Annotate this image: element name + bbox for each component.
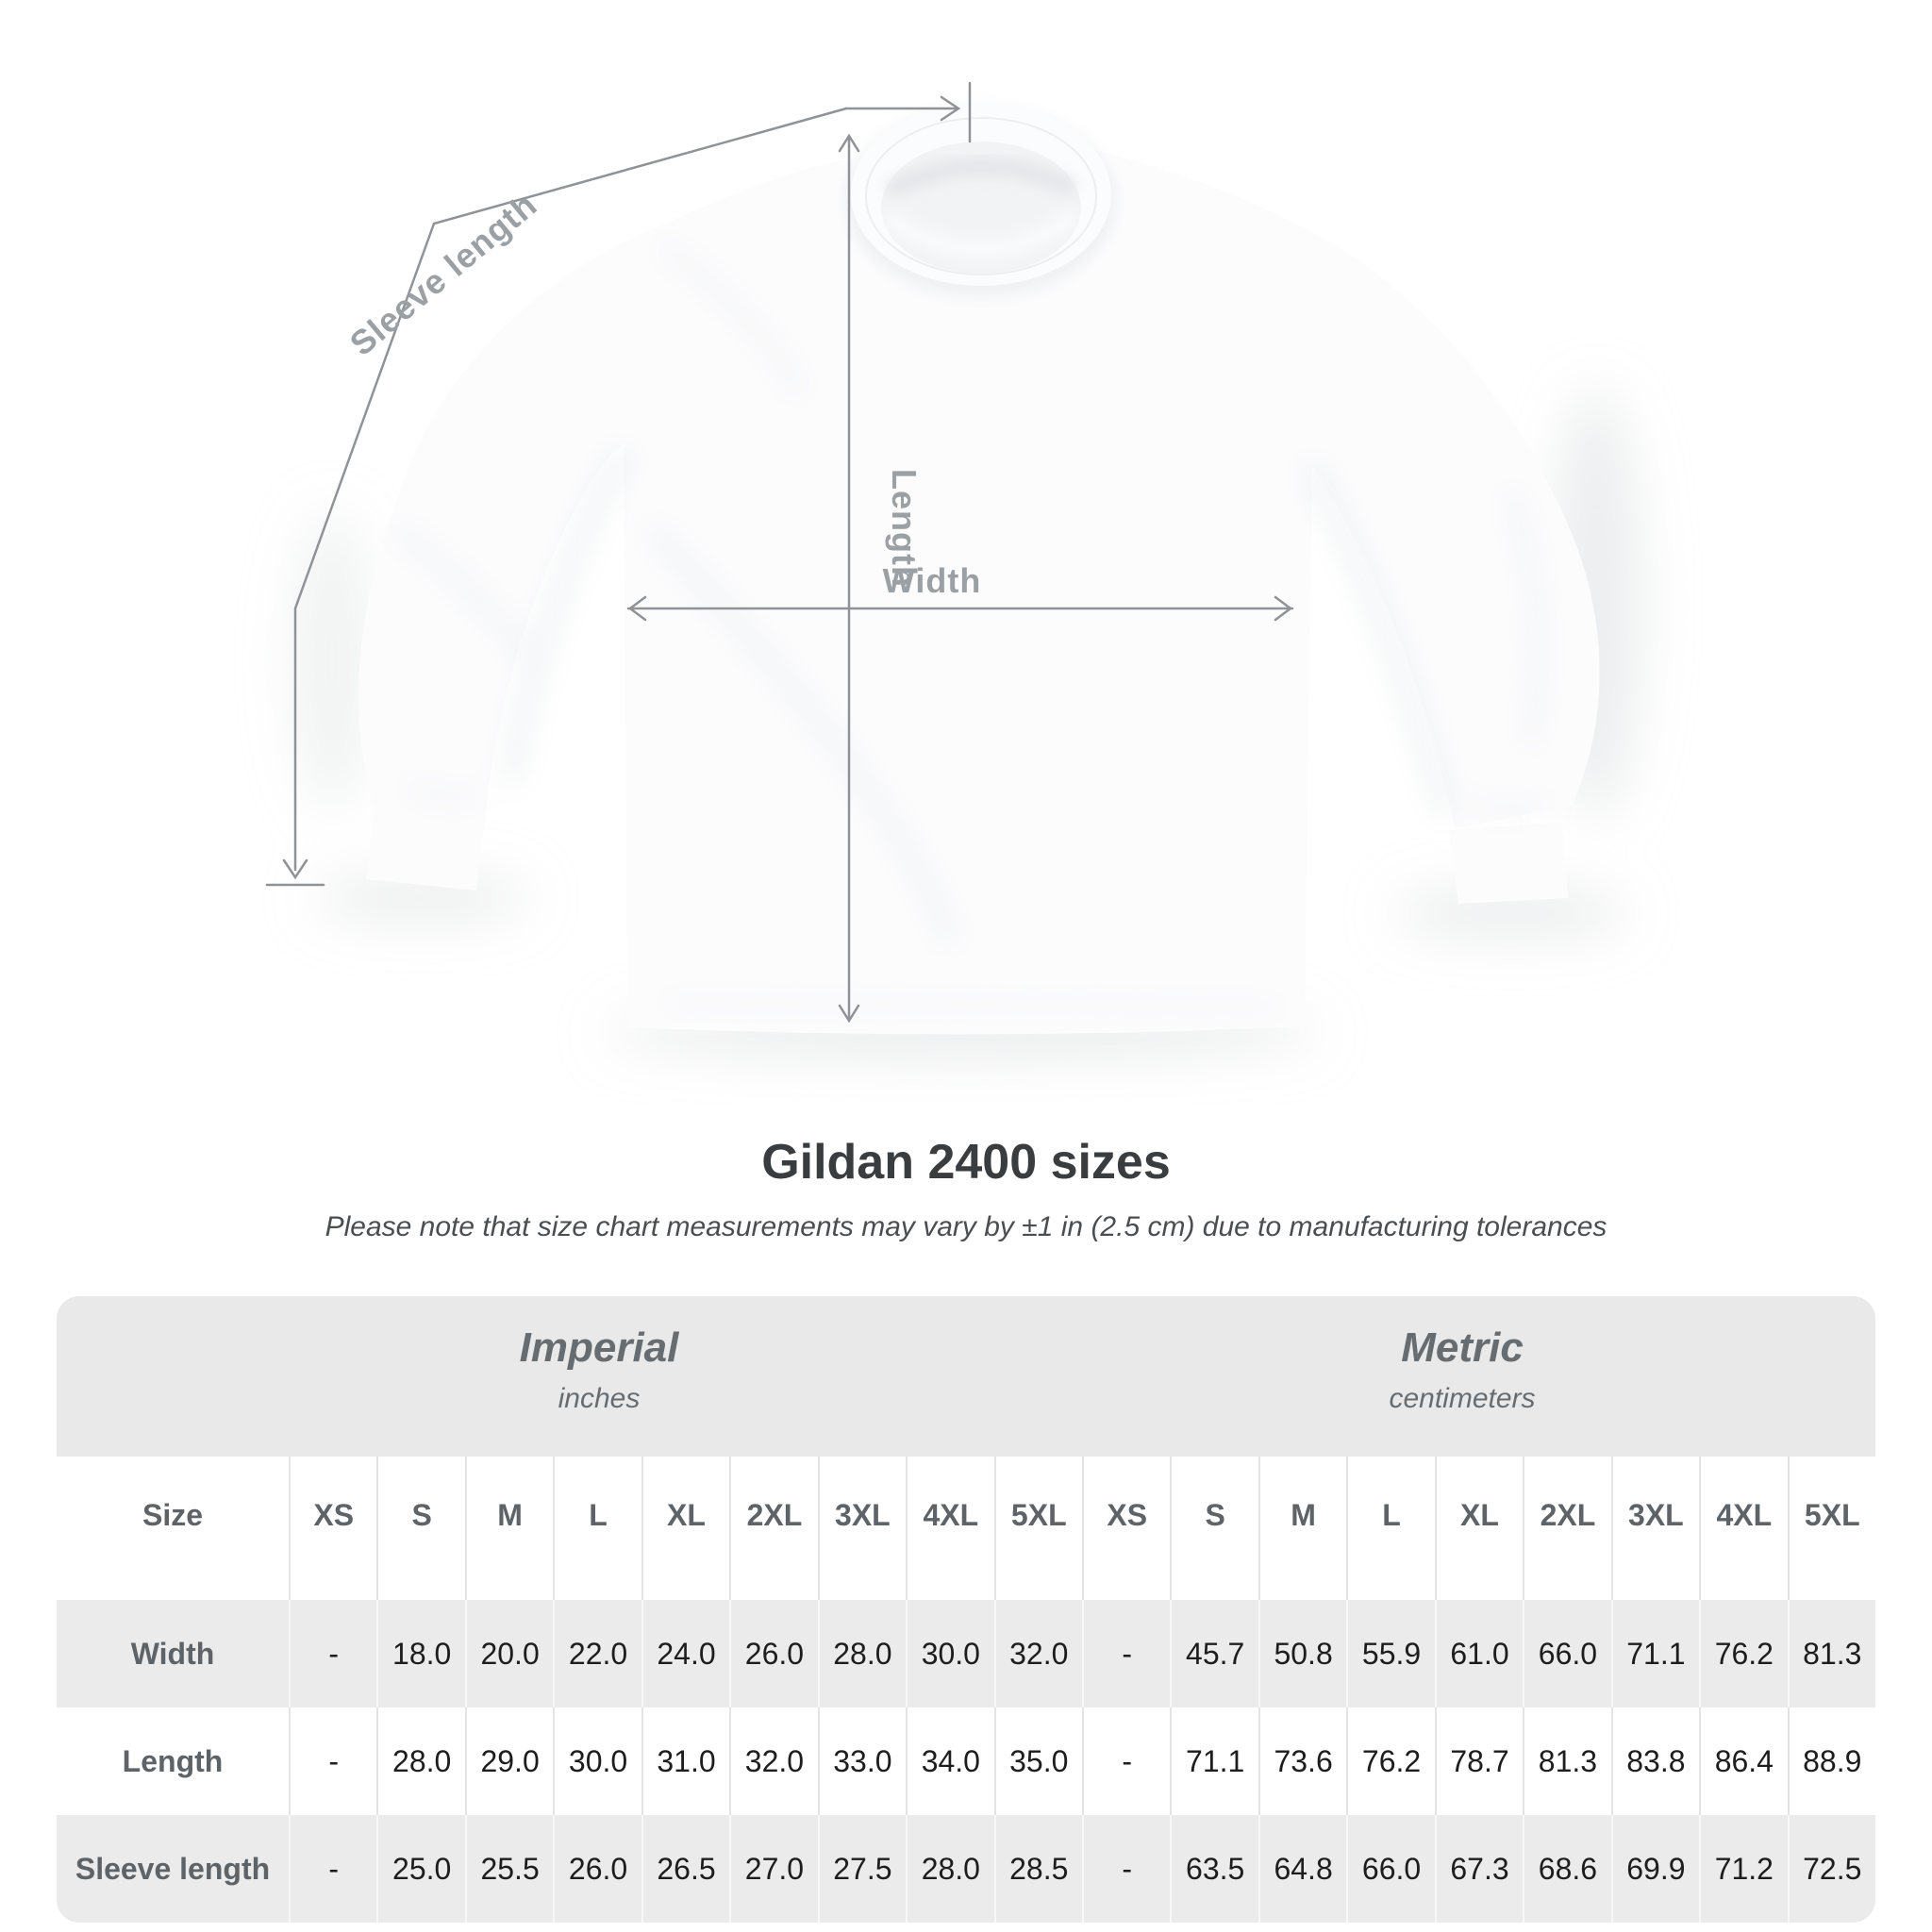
metric-unit-label: centimeters (1389, 1383, 1536, 1414)
shirt-illustration: Sleeve length Length Width (265, 81, 1643, 1057)
column-header-imperial-xl: XL (641, 1457, 730, 1600)
table-cell: - (289, 1815, 377, 1923)
column-header-metric-5xl: 5XL (1787, 1457, 1875, 1600)
shirt-collar (847, 103, 1115, 296)
imperial-group-header: Imperial inches (520, 1296, 679, 1415)
table-cell: 28.0 (817, 1600, 907, 1707)
table-cell: - (289, 1600, 377, 1707)
table-cell: 30.0 (553, 1707, 641, 1815)
table-cell: 68.6 (1523, 1815, 1611, 1923)
table-cell: 28.0 (906, 1815, 994, 1923)
metric-group-header: Metric centimeters (1389, 1296, 1535, 1415)
table-cell: 64.8 (1257, 1815, 1347, 1923)
column-header-metric-3xl: 3XL (1610, 1457, 1700, 1600)
table-cell: 73.6 (1257, 1707, 1347, 1815)
table-cell: 55.9 (1346, 1600, 1435, 1707)
width-label: Width (883, 561, 982, 600)
table-cell: 33.0 (817, 1707, 907, 1815)
column-header-imperial-l: L (553, 1457, 641, 1600)
table-cell: 78.7 (1434, 1707, 1524, 1815)
table-cell: 66.0 (1346, 1815, 1435, 1923)
column-header-metric-l: L (1346, 1457, 1435, 1600)
row-label: Sleeve length (57, 1815, 289, 1923)
table-cell: 66.0 (1523, 1600, 1611, 1707)
table-cell: - (1081, 1600, 1171, 1707)
table-cell: 28.5 (993, 1815, 1082, 1923)
tolerance-note: Please note that size chart measurements… (325, 1211, 1607, 1242)
table-cell: 76.2 (1346, 1707, 1435, 1815)
table-cell: 29.0 (464, 1707, 554, 1815)
unit-header-band: Imperial inches Metric centimeters (57, 1296, 1875, 1457)
table-cell: 20.0 (464, 1600, 554, 1707)
column-header-metric-xs: XS (1081, 1457, 1171, 1600)
shirt-body (358, 138, 1600, 1035)
table-cell: 83.8 (1610, 1707, 1700, 1815)
table-cell: 27.5 (817, 1815, 907, 1923)
table-cell: 18.0 (376, 1600, 465, 1707)
table-cell: 71.1 (1610, 1600, 1700, 1707)
size-table-grid: Size XS S M L XL 2XL 3XL 4XL 5XL XS S M L XL 2XL 3XL 4XL 5… (57, 1457, 1875, 1923)
column-header-metric-xl: XL (1434, 1457, 1524, 1600)
table-cell: 67.3 (1434, 1815, 1524, 1923)
table-cell: 22.0 (553, 1600, 641, 1707)
column-header-imperial-2xl: 2XL (729, 1457, 818, 1600)
table-cell: 45.7 (1170, 1600, 1258, 1707)
table-cell: 86.4 (1699, 1707, 1788, 1815)
column-header-metric-m: M (1257, 1457, 1347, 1600)
column-header-imperial-5xl: 5XL (993, 1457, 1082, 1600)
length-measure (838, 133, 860, 1024)
table-cell: 50.8 (1257, 1600, 1347, 1707)
table-cell: 31.0 (641, 1707, 730, 1815)
table-cell: 69.9 (1610, 1815, 1700, 1923)
column-header-imperial-3xl: 3XL (817, 1457, 907, 1600)
table-cell: 81.3 (1787, 1600, 1875, 1707)
table-cell: 26.5 (641, 1815, 730, 1923)
column-header-imperial-m: M (464, 1457, 554, 1600)
metric-label: Metric (1401, 1324, 1524, 1371)
table-cell: 32.0 (993, 1600, 1082, 1707)
table-cell: 34.0 (906, 1707, 994, 1815)
table-cell: 76.2 (1699, 1600, 1788, 1707)
table-cell: 61.0 (1434, 1600, 1524, 1707)
page-title: Gildan 2400 sizes (761, 1135, 1171, 1190)
column-header-metric-2xl: 2XL (1523, 1457, 1611, 1600)
table-cell: - (1081, 1707, 1171, 1815)
table-cell: 26.0 (553, 1815, 641, 1923)
imperial-label: Imperial (519, 1324, 679, 1371)
table-cell: - (289, 1707, 377, 1815)
table-cell: 24.0 (641, 1600, 730, 1707)
table-cell: 26.0 (729, 1600, 818, 1707)
table-cell: 88.9 (1787, 1707, 1875, 1815)
table-cell: 71.2 (1699, 1815, 1788, 1923)
column-header-imperial-s: S (376, 1457, 465, 1600)
width-measure (626, 595, 1294, 622)
size-table: Imperial inches Metric centimeters Size X… (57, 1296, 1875, 1923)
column-header-metric-s: S (1170, 1457, 1258, 1600)
imperial-unit-label: inches (558, 1383, 641, 1414)
table-cell: 35.0 (993, 1707, 1082, 1815)
table-cell: 25.0 (376, 1815, 465, 1923)
table-cell: 30.0 (906, 1600, 994, 1707)
table-cell: 27.0 (729, 1815, 818, 1923)
column-header-size: Size (57, 1457, 289, 1600)
table-cell: 72.5 (1787, 1815, 1875, 1923)
column-header-metric-4xl: 4XL (1699, 1457, 1788, 1600)
shirt-creases (391, 241, 1549, 1012)
table-cell: 71.1 (1170, 1707, 1258, 1815)
row-label: Length (57, 1707, 289, 1815)
table-cell: 28.0 (376, 1707, 465, 1815)
column-header-imperial-xs: XS (289, 1457, 377, 1600)
table-cell: 32.0 (729, 1707, 818, 1815)
column-header-imperial-4xl: 4XL (906, 1457, 994, 1600)
sleeve-length-measure (265, 81, 972, 887)
length-label: Length (885, 469, 924, 588)
table-cell: 25.5 (464, 1815, 554, 1923)
table-cell: 63.5 (1170, 1815, 1258, 1923)
table-cell: 81.3 (1523, 1707, 1611, 1815)
row-label: Width (57, 1600, 289, 1707)
table-cell: - (1081, 1815, 1171, 1923)
